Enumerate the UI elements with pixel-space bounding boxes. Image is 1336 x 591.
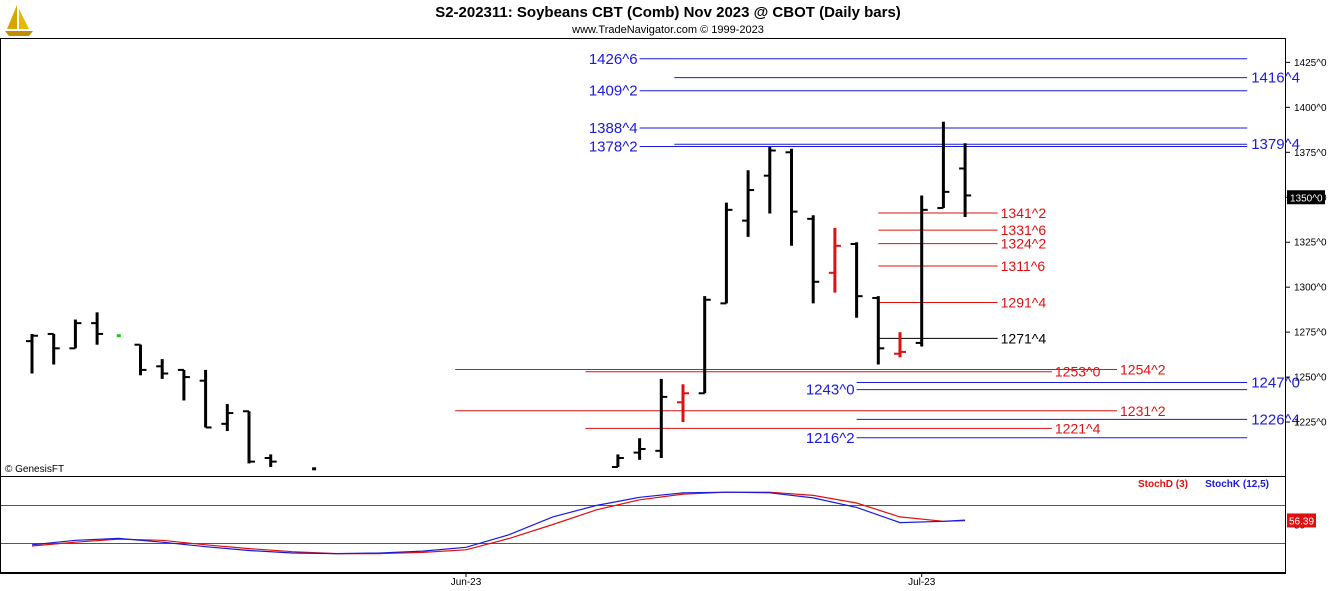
price-bar bbox=[199, 369, 212, 429]
price-bar bbox=[742, 170, 755, 237]
stoch-last-badge bbox=[1287, 513, 1316, 528]
price-bar bbox=[243, 410, 255, 464]
price-bar bbox=[698, 296, 711, 395]
price-bar bbox=[655, 378, 668, 459]
price-bar bbox=[872, 296, 885, 365]
level-label: 1254^2 bbox=[1120, 361, 1166, 377]
last-price-badge bbox=[1287, 190, 1325, 205]
price-bar bbox=[677, 384, 689, 423]
level-lines: 1426^6 1416^4 1409^2 1388^4 1379^4 1378^2 1341… bbox=[455, 51, 1300, 447]
sailboat-logo-icon bbox=[5, 5, 33, 36]
price-bar bbox=[959, 143, 972, 218]
price-bar bbox=[116, 334, 121, 338]
copyright-text: www.TradeNavigator.com © 1999-2023 bbox=[571, 24, 764, 36]
level-label: 1378^2 bbox=[589, 138, 638, 155]
level-label: 1231^2 bbox=[1120, 403, 1166, 419]
y-tick-label: 1250^0 bbox=[1294, 373, 1327, 384]
legend-stochk: StochK (12,5) bbox=[1205, 479, 1269, 490]
level-label: 1216^2 bbox=[806, 430, 855, 447]
level-label: 1243^0 bbox=[806, 382, 855, 399]
y-tick-label: 1300^0 bbox=[1294, 283, 1327, 294]
y-tick-label: 1400^0 bbox=[1294, 103, 1327, 114]
level-label: 1291^4 bbox=[1001, 294, 1047, 310]
last-price-label: 1350^0 bbox=[1290, 193, 1323, 204]
level-label: 1416^4 bbox=[1251, 70, 1300, 87]
level-label: 1271^4 bbox=[1001, 330, 1047, 346]
level-label: 1226^4 bbox=[1251, 411, 1300, 428]
price-bar bbox=[850, 242, 863, 318]
y-tick-label: 1425^0 bbox=[1294, 58, 1327, 69]
price-bar bbox=[937, 121, 950, 210]
level-label: 1311^6 bbox=[1001, 258, 1046, 274]
date-axis: Jun-23 Jul-23 bbox=[451, 573, 936, 588]
chart-title: S2-202311: Soybeans CBT (Comb) Nov 2023 … bbox=[435, 4, 901, 21]
price-bar bbox=[221, 404, 234, 432]
level-label: 1247^0 bbox=[1251, 374, 1300, 391]
price-bar bbox=[69, 319, 82, 350]
price-bar bbox=[134, 343, 147, 376]
level-label: 1379^4 bbox=[1251, 136, 1300, 153]
price-bar bbox=[47, 332, 60, 365]
x-tick-label: Jul-23 bbox=[908, 577, 936, 588]
price-bar bbox=[156, 359, 169, 379]
stoch-last-label: 56.39 bbox=[1289, 516, 1314, 527]
y-tick-label: 1375^0 bbox=[1294, 148, 1327, 159]
price-bar bbox=[177, 368, 190, 401]
stoch-series-line bbox=[31, 491, 966, 555]
indicator-panel-frame bbox=[0, 476, 1286, 573]
price-axis: 1225^0 1250^0 1275^0 1300^0 1325^0 1350^0 1375… bbox=[1286, 58, 1327, 429]
y-tick-label: 1225^0 bbox=[1294, 418, 1327, 429]
x-tick-label: Jun-23 bbox=[451, 577, 482, 588]
y-tick-label: 1325^0 bbox=[1294, 238, 1327, 249]
price-bar bbox=[264, 454, 277, 468]
stoch-series-line bbox=[31, 491, 966, 555]
price-bar bbox=[26, 333, 38, 374]
legend-stochd: StochD (3) bbox=[1138, 479, 1188, 490]
y-tick-label: 1275^0 bbox=[1294, 328, 1327, 339]
price-bar bbox=[894, 332, 906, 358]
price-bar bbox=[720, 202, 733, 305]
price-bar bbox=[785, 148, 798, 246]
price-bar bbox=[611, 454, 624, 469]
stochastic-panel: StochD (3)StochK (12,5)5056.39 bbox=[1, 479, 1316, 555]
price-bar bbox=[91, 312, 104, 345]
price-bar bbox=[807, 215, 820, 304]
level-label: 1221^4 bbox=[1055, 420, 1101, 436]
price-bar bbox=[828, 227, 841, 293]
price-bar bbox=[763, 146, 776, 214]
level-label: 1409^2 bbox=[589, 83, 638, 100]
price-bar bbox=[312, 467, 317, 471]
level-label: 1341^2 bbox=[1001, 205, 1047, 221]
level-label: 1324^2 bbox=[1001, 236, 1047, 252]
price-bar bbox=[915, 195, 928, 347]
price-bar bbox=[633, 438, 646, 460]
level-label: 1331^6 bbox=[1001, 222, 1047, 238]
watermark-text: © GenesisFT bbox=[5, 464, 64, 475]
level-label: 1253^0 bbox=[1055, 364, 1101, 380]
level-label: 1388^4 bbox=[589, 120, 638, 137]
level-label: 1426^6 bbox=[589, 51, 638, 68]
price-bars bbox=[26, 121, 972, 471]
